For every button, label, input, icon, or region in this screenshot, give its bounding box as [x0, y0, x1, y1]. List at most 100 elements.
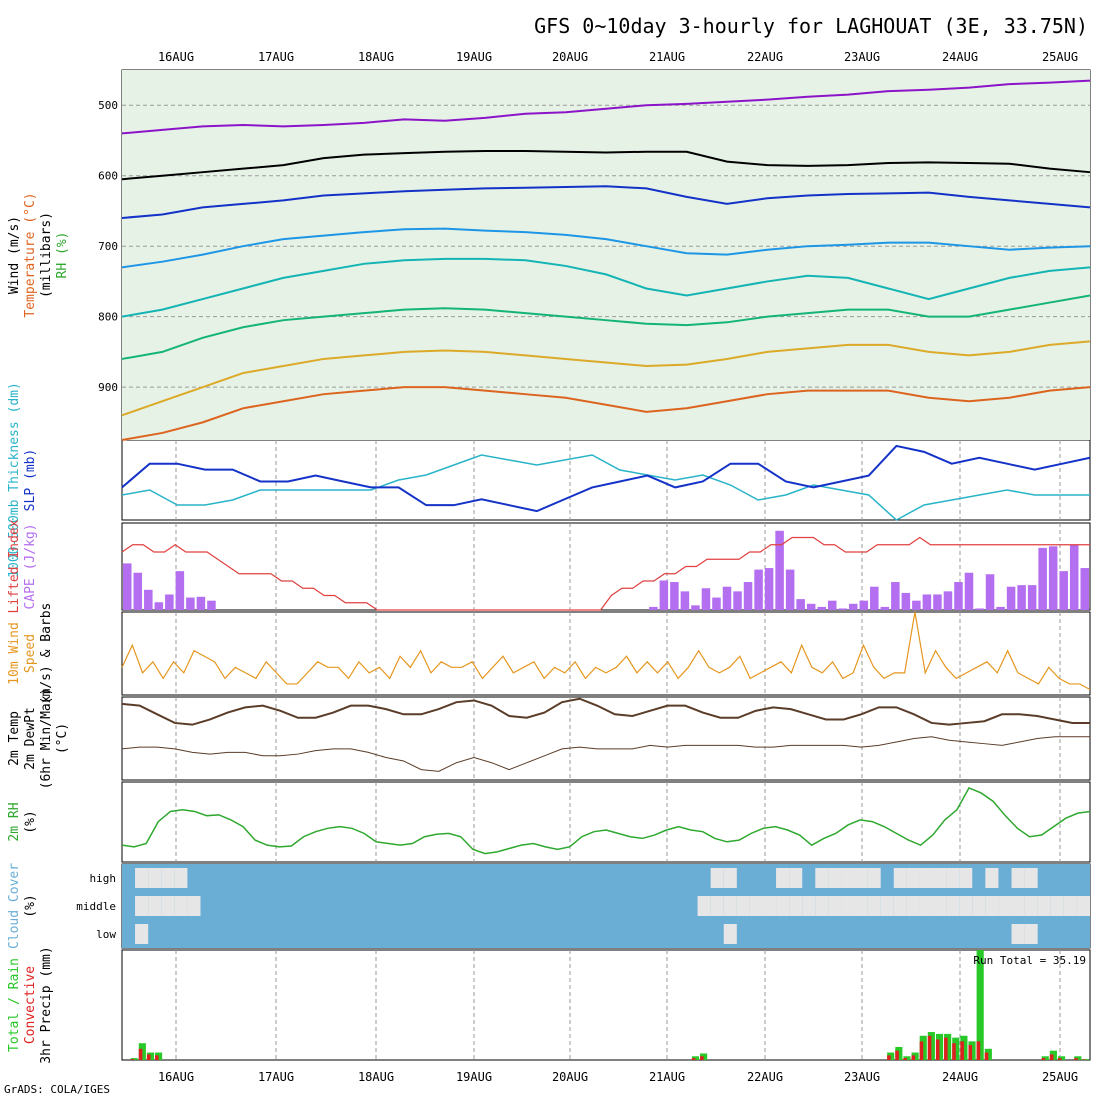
panel-label-rh2m: (%): [23, 810, 38, 833]
panel-label-cape-li: CAPE (J/kg): [23, 523, 38, 609]
cloud-cell: [867, 896, 881, 916]
cloud-cell: [161, 896, 175, 916]
precip-convective-bar: [887, 1055, 891, 1060]
cloud-cell: [723, 868, 737, 888]
panel-label-wind10m: Speed: [23, 634, 38, 673]
isotherm-line: [121, 294, 1091, 360]
temperature-line: [121, 697, 1090, 726]
cape-bar: [838, 608, 847, 610]
cape-bar: [154, 602, 164, 610]
cape-bar: [901, 592, 911, 610]
cape-bar: [649, 606, 658, 610]
cloud-cell: [736, 896, 750, 916]
precip-convective-bar: [952, 1043, 956, 1060]
precip-convective-bar: [935, 1039, 940, 1060]
panel-label-cloud: (%): [23, 894, 38, 917]
cloud-cell: [854, 868, 868, 888]
cloud-cell: [1037, 896, 1051, 916]
cloud-cell: [828, 896, 842, 916]
precip-total-bar: [976, 950, 984, 1060]
cloud-cell: [174, 868, 188, 888]
cape-bar: [806, 603, 816, 610]
precip-convective-bar: [944, 1037, 948, 1060]
cloud-cell: [919, 868, 934, 888]
cloud-cell: [998, 896, 1012, 916]
cape-bar: [912, 600, 921, 610]
cloud-cell: [697, 896, 711, 916]
cape-bar: [722, 586, 732, 610]
precip-convective-bar: [1041, 1058, 1046, 1060]
cloud-cell: [959, 868, 973, 888]
date-label-19AUG: 19AUG: [456, 1070, 492, 1084]
precip-convective-bar: [968, 1045, 973, 1060]
cape-bar: [1059, 571, 1068, 610]
thickness-line: [121, 454, 1090, 521]
date-label-25AUG: 25AUG: [1042, 50, 1078, 64]
cloud-cell: [906, 868, 920, 888]
date-label-17AUG: 17AUG: [258, 1070, 294, 1084]
cape-bar: [1017, 585, 1026, 610]
cloud-cell: [919, 896, 934, 916]
cape-bar: [1069, 544, 1079, 610]
cape-bar: [796, 599, 805, 610]
lifted-index-line: [121, 536, 1090, 611]
cape-bar: [880, 606, 890, 610]
isotherm-line: [121, 257, 1091, 318]
precip-convective-bar: [903, 1058, 907, 1060]
cape-bar: [891, 582, 900, 610]
panel-label-precip: Convective: [23, 966, 38, 1044]
cloud-cell: [828, 868, 842, 888]
panel-label-precip: Total / Rain: [7, 958, 22, 1052]
isotherm-line: [121, 340, 1091, 417]
bottom-date-axis: 16AUG 17AUG 18AUG 19AUG 20AUG 21AUG 22AUG 23AUG…: [158, 1070, 1078, 1084]
cloud-cell: [174, 896, 188, 916]
pressure-tick: 900: [98, 381, 118, 394]
cape-bar: [196, 596, 206, 610]
panel-label-cloud: Cloud Cover: [7, 863, 22, 949]
cloud-cell: [1050, 896, 1064, 916]
cape-bar: [985, 574, 995, 610]
cape-bar: [754, 569, 763, 610]
cloud-cell: [972, 896, 986, 916]
cloud-cell: [187, 896, 201, 916]
precip-convective-bar: [146, 1054, 151, 1060]
cloud-cell: [841, 896, 855, 916]
cloud-cell: [723, 924, 737, 944]
precip-total-bar: [911, 1052, 919, 1060]
cape-bar: [733, 591, 742, 610]
dewpoint-line: [121, 736, 1090, 772]
date-label-18AUG: 18AUG: [358, 1070, 394, 1084]
cape-bar: [659, 580, 669, 610]
isotherm-line: [121, 79, 1091, 135]
cloud-cell: [161, 868, 175, 888]
date-label-22AUG: 22AUG: [747, 1070, 783, 1084]
pressure-tick: 600: [98, 170, 118, 183]
cape-bar: [1080, 568, 1089, 610]
cloud-cell: [762, 896, 777, 916]
precip-convective-bar: [976, 1041, 981, 1060]
wind-speed-line: [121, 611, 1091, 690]
date-label-18AUG: 18AUG: [358, 50, 394, 64]
panel-frame-rh2m: [121, 781, 1091, 863]
precip-convective-bar: [138, 1048, 143, 1060]
cloud-row-label: middle: [76, 900, 116, 913]
cape-bar: [186, 597, 195, 610]
panel-label-temp2m: 2m Temp: [7, 711, 22, 766]
panel-frame-slp-thickness: [121, 439, 1091, 521]
rh-background: [122, 70, 1090, 440]
cloud-cell: [854, 896, 868, 916]
cloud-cell: [1011, 868, 1025, 888]
isotherm-line: [121, 227, 1091, 269]
cape-bar: [922, 594, 932, 610]
panel-frame-wind10m: [121, 611, 1091, 696]
cloud-cell: [1011, 924, 1025, 944]
cape-bar: [670, 582, 679, 610]
cloud-cell: [789, 896, 803, 916]
cloud-cell: [906, 896, 920, 916]
cloud-cell: [880, 896, 894, 916]
precip-convective-bar: [691, 1058, 696, 1060]
precip-total-bar: [927, 1032, 935, 1060]
cape-bar: [827, 600, 837, 610]
cape-bar: [1048, 546, 1058, 610]
